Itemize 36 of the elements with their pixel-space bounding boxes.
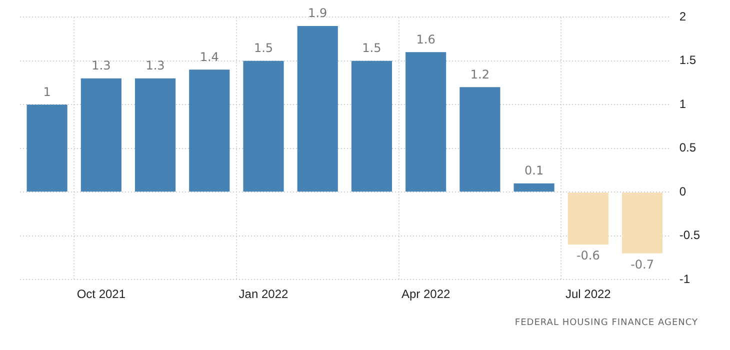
bar [568, 192, 608, 245]
bar [460, 87, 500, 192]
y-tick-label: -1 [679, 272, 690, 286]
data-label: 1.5 [362, 41, 382, 56]
x-tick-label: Jul 2022 [565, 287, 612, 302]
y-tick-label: 0 [679, 184, 686, 198]
x-tick-label: Jan 2022 [238, 287, 289, 302]
data-label: 1.9 [308, 6, 328, 20]
y-tick-label: 1 [679, 96, 686, 111]
x-tick-label: Oct 2021 [76, 287, 126, 302]
bar [189, 70, 230, 192]
bar [622, 192, 663, 254]
y-tick-label: 0.5 [679, 140, 696, 155]
bar [297, 26, 338, 192]
data-label: 1.6 [416, 32, 436, 46]
data-label: -0.7 [630, 257, 654, 272]
data-label: 1.3 [146, 58, 165, 73]
bar [134, 78, 176, 192]
data-label: 1.5 [254, 41, 274, 56]
text: FEDERAL HOUSING FINANCE AGENCY [514, 318, 698, 328]
bar [351, 60, 392, 192]
bar [243, 60, 284, 192]
bar [80, 78, 122, 192]
bar [26, 104, 68, 192]
data-label: 1.2 [470, 67, 490, 82]
bar [514, 183, 554, 192]
y-tick-label: 2 [679, 10, 686, 24]
data-label: 1 [43, 84, 51, 99]
x-tick-label: Apr 2022 [401, 287, 451, 302]
y-tick-label: 1.5 [679, 53, 696, 68]
bar [406, 52, 446, 192]
y-tick-label: -0.5 [679, 228, 700, 242]
data-label: 0.1 [524, 164, 544, 178]
data-label: -0.6 [576, 248, 600, 263]
data-label: 1.4 [200, 50, 219, 64]
data-label: 1.3 [92, 58, 111, 73]
